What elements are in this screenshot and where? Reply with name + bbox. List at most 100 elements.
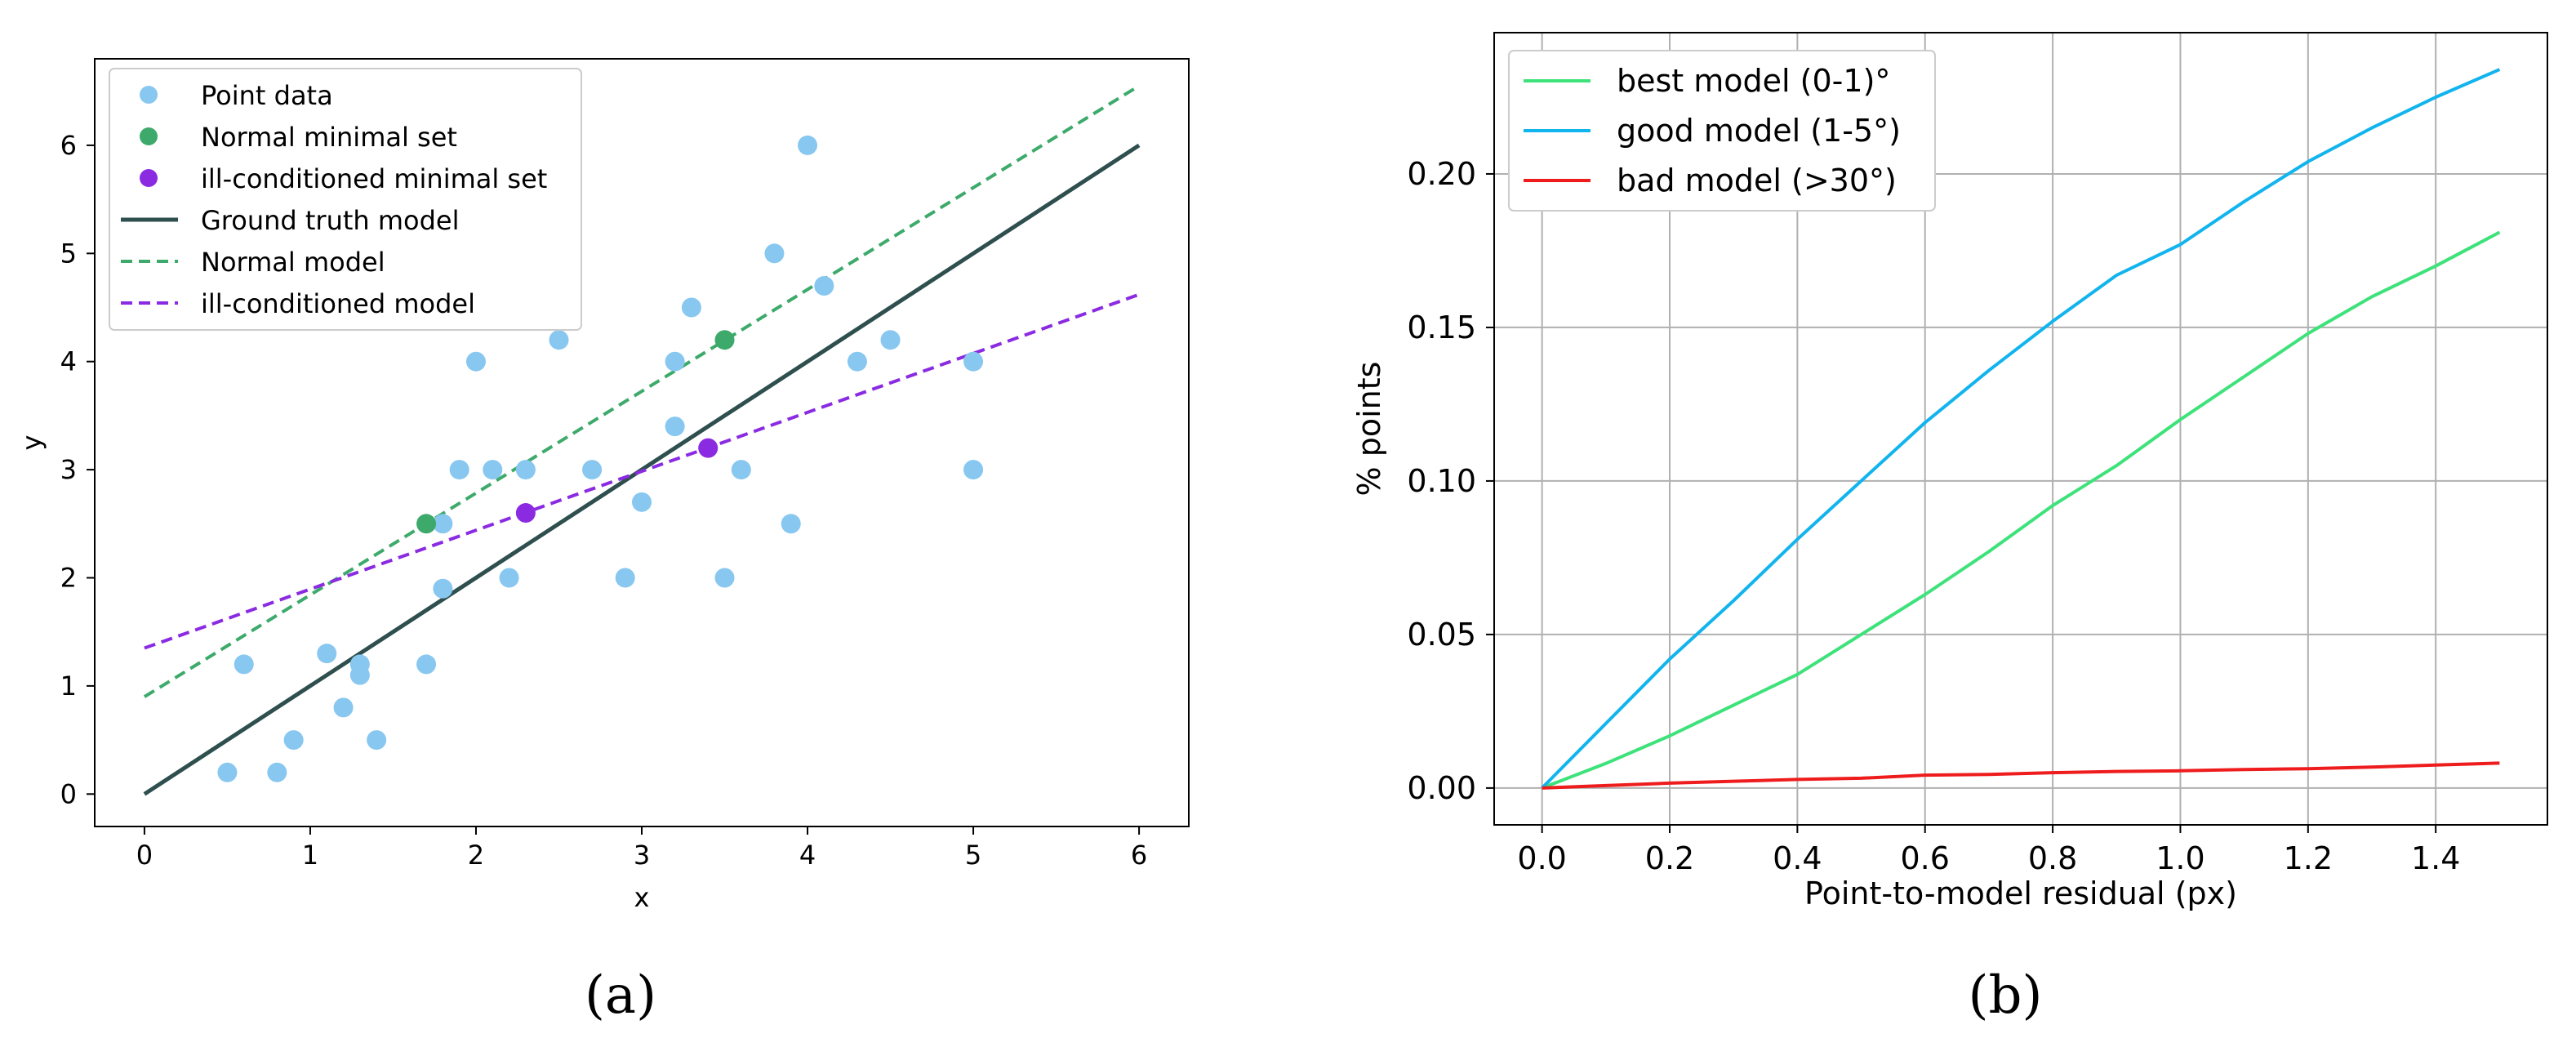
point-data-marker xyxy=(847,351,867,372)
point-data-marker xyxy=(681,297,701,318)
point-data-marker xyxy=(963,351,984,372)
point-data-marker xyxy=(880,330,901,350)
point-data-marker xyxy=(433,578,453,599)
a-x-tick-label: 4 xyxy=(799,840,816,871)
point-data-marker xyxy=(798,135,818,155)
point-data-marker xyxy=(317,644,337,664)
panel-b-legend-box xyxy=(1508,50,1936,212)
b-x-tick-label: 0.0 xyxy=(1517,840,1566,876)
panel-a-scatter: 0 1 2 3 4 5 6 0 1 2 3 4 5 6 x y Point data Normal mi… xyxy=(16,58,1190,913)
point-data-marker xyxy=(449,460,469,480)
a-y-tick-label: 1 xyxy=(60,671,77,702)
panel-a-legend: Point data Normal minimal set ill-condit… xyxy=(109,68,582,331)
a-y-tick-label: 0 xyxy=(60,778,77,809)
point-data-marker xyxy=(283,730,304,751)
point-data-marker xyxy=(333,697,354,718)
legend-normal-model-label: Normal model xyxy=(201,247,385,278)
point-data-marker xyxy=(515,460,536,480)
b-y-tick-label: 0.10 xyxy=(1407,463,1476,499)
legend-ill-set-marker xyxy=(140,169,158,187)
b-x-tick-label: 1.4 xyxy=(2411,840,2460,876)
panel-a-y-axis-label: y xyxy=(16,435,47,451)
b-x-tick-label: 1.0 xyxy=(2156,840,2205,876)
ill-conditioned-minimal-set-marker xyxy=(698,438,719,458)
ill-conditioned-model-line xyxy=(144,292,1140,650)
panel-b-y-axis-label: % points xyxy=(1351,362,1387,497)
point-data-marker xyxy=(217,762,238,782)
legend-bad-model-label: bad model (>30°) xyxy=(1617,163,1897,198)
point-data-marker xyxy=(465,351,486,372)
point-data-marker xyxy=(367,730,387,751)
point-data-marker xyxy=(632,492,652,512)
a-y-tick-label: 6 xyxy=(60,130,77,161)
point-data-marker xyxy=(963,460,984,480)
b-y-tick-label: 0.00 xyxy=(1407,770,1476,806)
point-data-marker xyxy=(499,568,519,588)
legend-ill-model-label: ill-conditioned model xyxy=(201,288,475,319)
panel-b-caption: (b) xyxy=(1969,965,2043,1026)
point-data-marker xyxy=(731,460,751,480)
point-data-marker xyxy=(764,243,785,264)
legend-good-model-label: good model (1-5°) xyxy=(1617,113,1901,149)
normal-model-line xyxy=(143,84,1141,698)
legend-normal-set-label: Normal minimal set xyxy=(201,122,457,153)
a-x-tick-label: 5 xyxy=(965,840,981,871)
ill-conditioned-minimal-set-marker xyxy=(515,503,536,524)
point-data-marker xyxy=(781,514,801,534)
bad-model-line xyxy=(1542,761,2500,790)
point-data-marker xyxy=(416,654,437,675)
b-x-tick-label: 0.6 xyxy=(1901,840,1950,876)
a-x-tick-label: 3 xyxy=(634,840,650,871)
a-y-tick-label: 3 xyxy=(60,454,77,485)
panel-b-x-axis-label: Point-to-model residual (px) xyxy=(1804,875,2237,911)
point-data-marker xyxy=(582,460,603,480)
legend-point-data-marker xyxy=(140,86,158,104)
legend-best-model-label: best model (0-1)° xyxy=(1617,63,1890,99)
normal-minimal-set-marker xyxy=(714,330,735,350)
panel-a-model-lines xyxy=(143,84,1141,796)
legend-ground-truth-label: Ground truth model xyxy=(201,205,460,236)
legend-ill-set-label: ill-conditioned minimal set xyxy=(201,163,547,194)
panel-a-points xyxy=(217,135,984,782)
b-x-tick-label: 1.2 xyxy=(2284,840,2333,876)
b-x-tick-label: 0.4 xyxy=(1773,840,1822,876)
best-model-line xyxy=(1541,230,2501,790)
good-model-line xyxy=(1541,68,2501,790)
a-x-tick-label: 1 xyxy=(302,840,318,871)
point-data-marker xyxy=(615,568,635,588)
point-data-marker xyxy=(267,762,287,782)
point-data-marker xyxy=(714,568,735,588)
panel-b-legend: best model (0-1)° good model (1-5°) bad … xyxy=(1508,50,1936,212)
a-x-tick-label: 6 xyxy=(1131,840,1147,871)
point-data-marker xyxy=(665,417,685,437)
a-x-tick-label: 0 xyxy=(136,840,153,871)
b-y-tick-label: 0.20 xyxy=(1407,156,1476,192)
point-data-marker xyxy=(814,276,834,296)
panel-b-plot-area xyxy=(1493,32,2548,826)
normal-minimal-set-marker xyxy=(416,514,437,534)
panel-b-line-chart: 0.0 0.2 0.4 0.6 0.8 1.0 1.2 1.4 0.00 0.05 0.10 0.1… xyxy=(1351,32,2548,911)
panel-a-legend-box xyxy=(109,68,582,331)
point-data-marker xyxy=(234,654,254,675)
point-data-marker xyxy=(433,514,453,534)
a-x-tick-label: 2 xyxy=(468,840,484,871)
panel-a-y-ticks: 0 1 2 3 4 5 6 xyxy=(60,130,95,809)
b-x-tick-label: 0.8 xyxy=(2028,840,2077,876)
b-x-tick-label: 0.2 xyxy=(1645,840,1694,876)
a-y-tick-label: 5 xyxy=(60,238,77,269)
legend-point-data-label: Point data xyxy=(201,80,333,111)
point-data-marker xyxy=(549,330,569,350)
a-y-tick-label: 4 xyxy=(60,346,77,377)
point-data-marker xyxy=(665,351,685,372)
b-y-tick-label: 0.15 xyxy=(1407,310,1476,345)
panel-b-series-lines xyxy=(1541,68,2501,790)
panel-a-caption: (a) xyxy=(585,965,656,1026)
panel-a-x-axis-label: x xyxy=(634,882,650,913)
a-y-tick-label: 2 xyxy=(60,562,77,593)
panel-b-x-ticks: 0.0 0.2 0.4 0.6 0.8 1.0 1.2 1.4 xyxy=(1517,825,2460,876)
point-data-marker xyxy=(349,665,370,685)
legend-normal-set-marker xyxy=(140,127,158,145)
panel-a-x-ticks: 0 1 2 3 4 5 6 xyxy=(136,826,1147,871)
b-y-tick-label: 0.05 xyxy=(1407,617,1476,653)
panel-b-y-ticks: 0.00 0.05 0.10 0.15 0.20 xyxy=(1407,156,1494,806)
